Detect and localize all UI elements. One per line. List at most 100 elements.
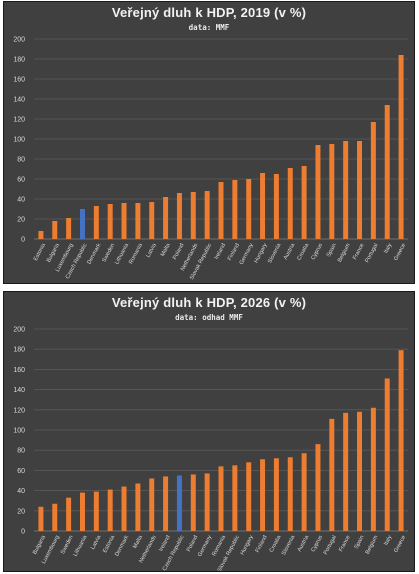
bar-denmark: [121, 486, 127, 531]
chart-panel-2026: Veřejný dluh k HDP, 2026 (v %) data: odh…: [3, 291, 415, 572]
bar-belgium: [343, 141, 349, 239]
y-tick-label: 160: [13, 367, 25, 374]
y-tick-label: 120: [13, 117, 25, 124]
category-label: Sweden: [101, 243, 116, 264]
category-label: Austria: [297, 534, 311, 553]
category-label: Ireland: [214, 243, 227, 261]
bar-austria: [301, 453, 307, 531]
category-label: Malta: [132, 534, 144, 550]
bar-czech-republic: [79, 209, 85, 239]
category-label: France: [338, 535, 351, 553]
chart-title: Veřejný dluh k HDP, 2019 (v %): [111, 5, 307, 20]
bar-portugal: [370, 122, 376, 239]
bar-slovak-republic: [204, 191, 210, 239]
bar-chart-2026: 020406080100120140160180200BulgariaLuxem…: [13, 327, 408, 571]
y-tick-label: 120: [13, 407, 25, 414]
category-label: Cyprus: [310, 242, 324, 261]
category-label: Belgium: [365, 534, 380, 555]
y-tick-label: 0: [21, 529, 25, 536]
bar-estonia: [107, 489, 113, 531]
y-tick-label: 60: [17, 468, 25, 475]
bar-lithuania: [79, 492, 85, 531]
category-label: Germany: [239, 242, 255, 265]
bar-greece: [398, 55, 404, 239]
y-tick-label: 100: [13, 137, 25, 144]
y-tick-label: 60: [17, 177, 25, 184]
y-tick-label: 200: [13, 37, 25, 44]
category-label: Finland: [255, 535, 269, 554]
bar-germany: [246, 179, 252, 239]
chart-title: Veřejný dluh k HDP, 2026 (v %): [111, 295, 307, 310]
category-label: Croatia: [269, 534, 283, 554]
bar-luxembourg: [66, 218, 72, 239]
y-tick-label: 80: [17, 448, 25, 455]
chart-subtitle: data: MMF: [188, 23, 230, 32]
chart-panel-2019: Veřejný dluh k HDP, 2019 (v %) data: MMF…: [3, 1, 415, 284]
category-label: Lithuania: [73, 534, 89, 558]
category-label: Spain: [326, 243, 338, 258]
bar-romania: [218, 466, 224, 531]
bar-poland: [176, 193, 182, 239]
bar-latvia: [93, 491, 99, 531]
bar-bulgaria: [38, 506, 44, 531]
category-label: Italy: [383, 242, 393, 254]
bar-malta: [163, 197, 169, 239]
bar-netherlands: [190, 192, 196, 239]
y-tick-label: 140: [13, 387, 25, 394]
bar-france: [357, 141, 363, 239]
category-label: Ireland: [158, 535, 171, 553]
bar-germany: [204, 473, 210, 531]
category-label: Denmark: [114, 534, 130, 557]
category-label: France: [352, 243, 365, 261]
category-label: Estonia: [102, 534, 116, 554]
category-label: Poland: [172, 243, 185, 261]
bar-hungary: [246, 462, 252, 531]
bar-slovenia: [287, 457, 293, 531]
bar-spain: [357, 411, 363, 531]
bar-greece: [398, 350, 404, 531]
y-tick-label: 180: [13, 347, 25, 354]
y-tick-label: 160: [13, 77, 25, 84]
category-label: Belgium: [337, 242, 352, 263]
category-label: Latvia: [146, 242, 159, 259]
bar-portugal: [329, 418, 335, 531]
category-label: Portugal: [364, 243, 379, 264]
category-label: Estonia: [33, 242, 47, 262]
bar-malta: [135, 483, 141, 531]
bar-sweden: [107, 204, 113, 239]
bar-france: [343, 412, 349, 531]
bar-slovak-republic: [232, 465, 238, 531]
category-label: Greece: [393, 535, 407, 554]
bar-bulgaria: [52, 221, 58, 239]
category-label: Portugal: [323, 535, 338, 556]
category-label: Denmark: [86, 242, 102, 265]
category-label: Sweden: [60, 535, 75, 556]
bar-croatia: [301, 166, 307, 239]
bar-ireland: [218, 182, 224, 239]
y-tick-label: 20: [17, 508, 25, 515]
bar-luxembourg: [52, 503, 58, 531]
category-label: Greece: [393, 243, 407, 262]
y-tick-label: 200: [13, 327, 25, 334]
bar-estonia: [38, 231, 44, 239]
category-label: Hungary: [240, 534, 255, 556]
category-label: Croatia: [296, 242, 310, 262]
chart-subtitle: data: odhad MMF: [175, 313, 243, 322]
y-tick-label: 80: [17, 157, 25, 164]
bar-netherlands: [149, 478, 155, 531]
category-label: Austria: [283, 242, 297, 261]
bar-belgium: [370, 407, 376, 531]
bar-austria: [287, 168, 293, 239]
bar-latvia: [149, 202, 155, 239]
category-label: Romania: [128, 242, 144, 265]
bar-lithuania: [121, 203, 127, 239]
category-label: Spain: [354, 535, 366, 550]
y-tick-label: 20: [17, 217, 25, 224]
bar-cyprus: [315, 444, 321, 531]
y-tick-label: 40: [17, 488, 25, 495]
bar-sweden: [66, 497, 72, 531]
bar-italy: [384, 378, 390, 531]
category-label: Malta: [160, 242, 172, 258]
y-tick-label: 100: [13, 428, 25, 435]
category-label: Slovenia: [267, 242, 283, 265]
